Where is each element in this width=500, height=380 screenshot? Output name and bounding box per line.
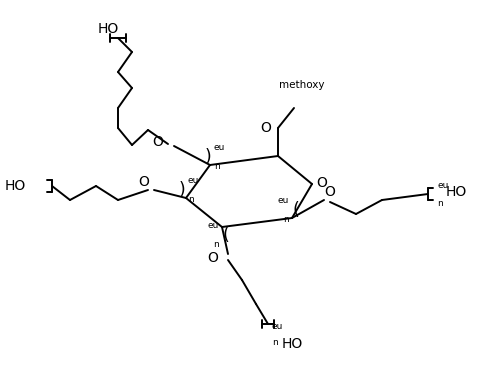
- Text: HO: HO: [282, 337, 303, 351]
- Text: O: O: [316, 176, 328, 190]
- Text: ): ): [204, 148, 212, 166]
- Text: HO: HO: [5, 179, 26, 193]
- Text: (: (: [222, 226, 230, 244]
- Text: eu: eu: [272, 322, 283, 331]
- Text: O: O: [152, 135, 163, 149]
- Text: (: (: [292, 201, 300, 219]
- Text: eu: eu: [214, 143, 226, 152]
- Text: n: n: [437, 199, 443, 208]
- Text: eu: eu: [437, 181, 448, 190]
- Text: eu: eu: [208, 221, 219, 230]
- Text: O: O: [324, 185, 336, 199]
- Text: n: n: [283, 215, 289, 224]
- Text: eu: eu: [278, 196, 289, 205]
- Text: n: n: [272, 338, 278, 347]
- Text: HO: HO: [446, 185, 467, 199]
- Text: methoxy: methoxy: [279, 80, 325, 90]
- Text: O: O: [138, 175, 149, 189]
- Text: n: n: [213, 240, 219, 249]
- Text: O: O: [207, 251, 218, 265]
- Text: n: n: [188, 195, 194, 204]
- Text: n: n: [214, 162, 220, 171]
- Text: eu: eu: [188, 176, 200, 185]
- Text: ): ): [178, 181, 186, 199]
- Text: HO: HO: [98, 22, 118, 36]
- Text: O: O: [260, 121, 271, 135]
